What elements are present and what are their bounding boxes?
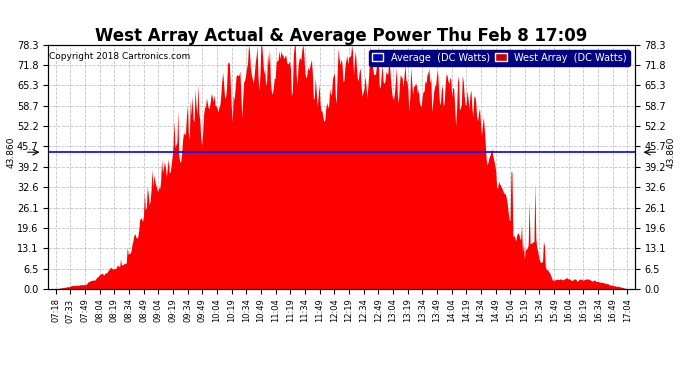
Title: West Array Actual & Average Power Thu Feb 8 17:09: West Array Actual & Average Power Thu Fe… [95,27,588,45]
Text: 43.860: 43.860 [7,136,16,168]
Legend: Average  (DC Watts), West Array  (DC Watts): Average (DC Watts), West Array (DC Watts… [368,50,630,66]
Text: Copyright 2018 Cartronics.com: Copyright 2018 Cartronics.com [49,53,190,61]
Text: 43.860: 43.860 [667,136,676,168]
